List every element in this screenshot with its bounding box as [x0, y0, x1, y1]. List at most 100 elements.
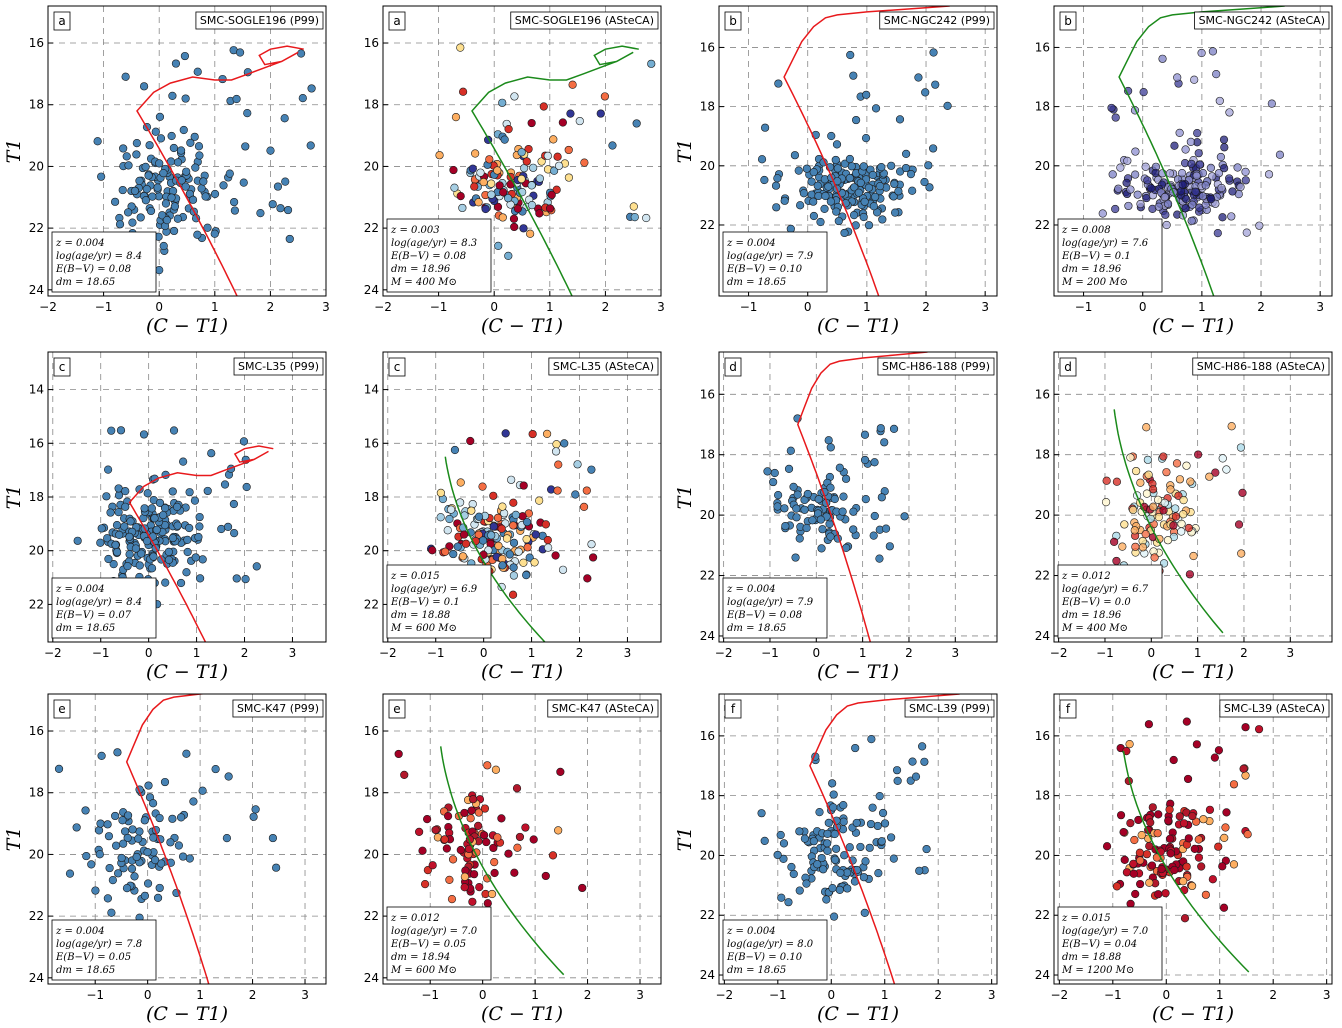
data-point — [167, 131, 176, 141]
data-point — [1108, 170, 1117, 179]
info-line: dm = 18.65 — [56, 277, 115, 288]
data-point — [849, 211, 859, 220]
data-point — [1267, 99, 1276, 108]
info-line: z = 0.004 — [726, 926, 776, 937]
info-line: E(B−V) = 0.10 — [726, 264, 803, 275]
data-point — [543, 151, 552, 160]
data-point — [554, 460, 563, 469]
y-tick-label: 16 — [364, 724, 379, 738]
data-point — [522, 517, 532, 527]
data-point — [1187, 216, 1196, 225]
data-point — [760, 123, 770, 132]
data-point — [809, 197, 818, 206]
info-box — [386, 218, 492, 293]
data-point — [875, 182, 885, 191]
data-point — [799, 189, 809, 198]
data-point — [523, 543, 532, 552]
data-point — [924, 161, 933, 170]
data-point — [210, 189, 220, 199]
data-point — [445, 542, 454, 551]
data-point — [201, 192, 210, 201]
data-point — [831, 855, 840, 864]
data-point — [875, 792, 884, 801]
info-line: log(age/yr) = 7.0 — [1062, 926, 1149, 937]
data-point — [920, 757, 929, 766]
x-tick-label: 1 — [859, 646, 867, 660]
data-point — [866, 819, 876, 829]
data-point — [1111, 204, 1120, 214]
x-axis-title: (C − T1) — [146, 1003, 228, 1025]
info-box — [1057, 564, 1163, 639]
data-point — [166, 838, 175, 847]
data-point — [1179, 510, 1188, 519]
data-point — [97, 524, 106, 533]
data-point — [931, 80, 940, 89]
data-point — [889, 854, 898, 863]
data-point — [1254, 725, 1264, 734]
info-box — [51, 577, 157, 639]
y-tick-label: 16 — [364, 36, 379, 50]
data-point — [1157, 864, 1166, 874]
isochrone-line — [439, 746, 565, 976]
data-point — [1234, 520, 1244, 529]
panel-title-box — [548, 357, 659, 376]
data-point — [1241, 771, 1250, 780]
data-point — [485, 155, 494, 164]
data-point — [193, 230, 202, 239]
data-point — [105, 863, 114, 873]
data-point — [185, 488, 194, 497]
data-point — [839, 492, 848, 501]
data-point — [104, 554, 113, 564]
data-point — [535, 209, 544, 218]
data-point — [123, 562, 132, 571]
data-point — [182, 568, 191, 577]
info-line: dm = 18.96 — [1062, 610, 1122, 621]
y-tick-label: 24 — [29, 283, 44, 297]
x-tick-label: 1 — [863, 300, 871, 314]
data-point — [1164, 816, 1173, 825]
y-tick-label: 20 — [364, 847, 379, 861]
data-point — [82, 851, 91, 861]
data-point — [547, 190, 556, 199]
data-point — [1166, 485, 1175, 494]
data-point — [1111, 113, 1120, 122]
data-point — [943, 101, 952, 110]
info-line: log(age/yr) = 7.6 — [1062, 238, 1149, 249]
y-tick-label: 22 — [700, 218, 715, 232]
data-point — [900, 512, 909, 521]
data-point — [1227, 422, 1236, 431]
data-point — [249, 812, 258, 821]
data-point — [911, 772, 921, 781]
data-point — [823, 829, 832, 838]
data-point — [1122, 178, 1131, 188]
data-point — [140, 891, 149, 900]
data-point — [489, 491, 498, 500]
data-point — [509, 563, 518, 572]
data-point — [860, 430, 870, 439]
y-tick-label: 22 — [29, 221, 44, 235]
data-point — [527, 181, 536, 190]
data-point — [564, 173, 574, 182]
panel-9: −1 0 1 2 3 16 18 20 22 24 (C − T1) e SMC-K47 (ASteCA… — [364, 693, 662, 1025]
data-point — [273, 182, 283, 191]
data-point — [1170, 141, 1179, 150]
x-tick-label: 2 — [905, 646, 913, 660]
data-point — [553, 152, 562, 161]
data-point — [125, 532, 134, 541]
info-line: dm = 18.88 — [1062, 952, 1121, 963]
data-point — [121, 72, 130, 81]
data-point — [149, 552, 158, 561]
data-point — [242, 482, 251, 492]
data-point — [1218, 862, 1227, 871]
data-point — [1175, 128, 1184, 138]
data-point — [471, 149, 480, 158]
data-point — [859, 212, 868, 222]
data-point — [519, 481, 528, 490]
data-point — [1192, 740, 1201, 749]
data-point — [864, 221, 874, 230]
y-tick-label: 16 — [1035, 729, 1050, 743]
data-point — [790, 151, 800, 160]
data-point — [504, 124, 513, 134]
data-point — [155, 266, 164, 275]
data-point — [827, 131, 836, 141]
